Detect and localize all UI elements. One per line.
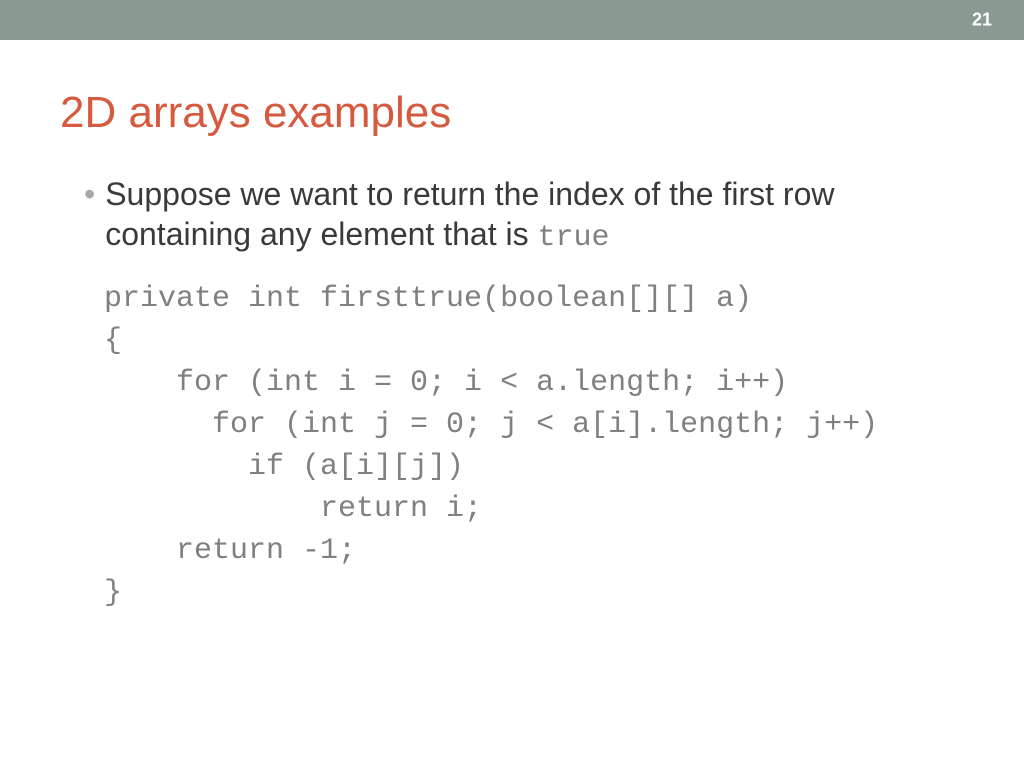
slide-title: 2D arrays examples [60, 88, 964, 138]
bullet-text: Suppose we want to return the index of t… [105, 174, 964, 258]
bullet-dot: • [84, 174, 95, 214]
slide-content: 2D arrays examples • Suppose we want to … [0, 40, 1024, 614]
bullet-text-part1: Suppose we want to return the index of t… [105, 176, 834, 252]
header-bar: 21 [0, 0, 1024, 40]
code-block: private int firsttrue(boolean[][] a) { f… [60, 278, 964, 614]
page-number: 21 [972, 10, 992, 31]
bullet-item: • Suppose we want to return the index of… [60, 174, 964, 258]
bullet-mono-word: true [537, 221, 609, 255]
